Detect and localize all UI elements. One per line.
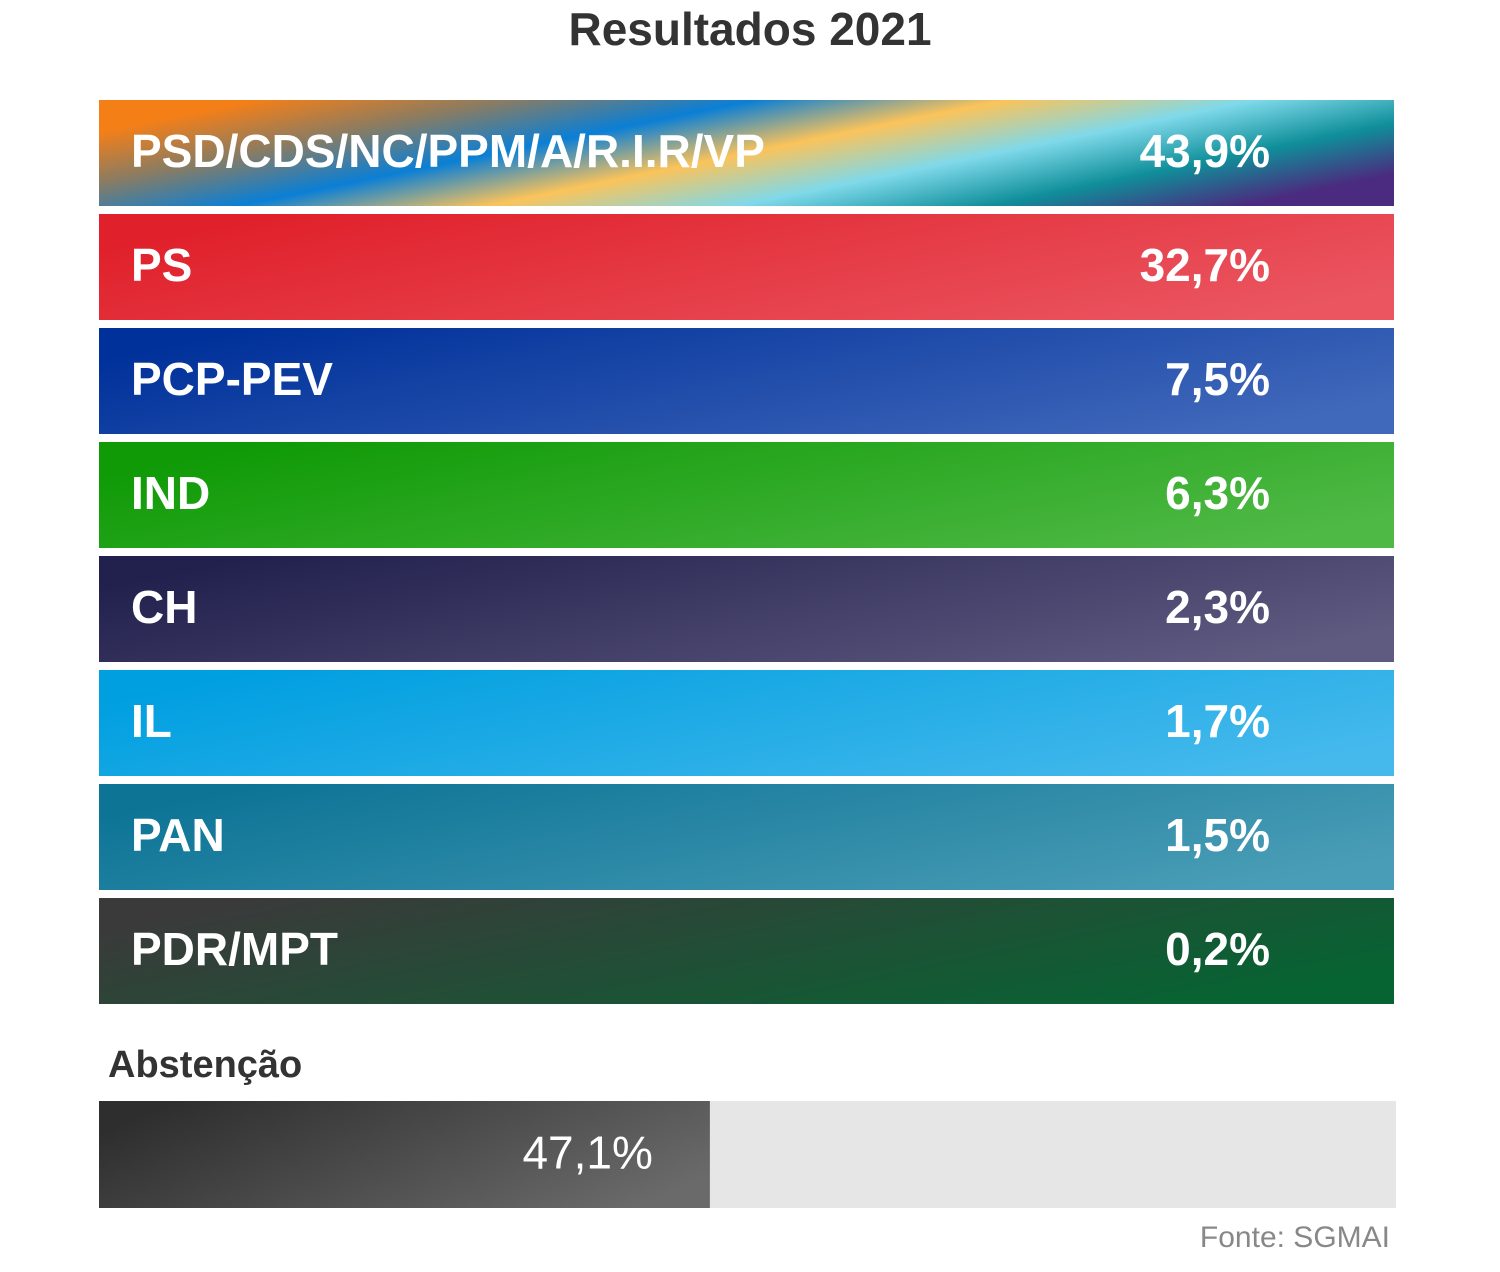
chart-title: Resultados 2021 [568,3,931,55]
party-value: 1,5% [1165,809,1270,861]
party-value: 43,9% [1140,125,1270,177]
party-name: PAN [131,809,225,861]
party-value: 1,7% [1165,695,1270,747]
source: Fonte: SGMAI [1200,1221,1390,1254]
party-value: 0,2% [1165,923,1270,975]
party-value: 2,3% [1165,581,1270,633]
party-row [99,214,1394,320]
party-row [99,898,1394,1004]
party-row [99,784,1394,890]
party-row [99,670,1394,776]
party-value: 6,3% [1165,467,1270,519]
abstention-bar [99,1101,710,1208]
party-name: IND [131,467,210,519]
party-row [99,556,1394,662]
party-name: IL [131,695,172,747]
party-row [99,442,1394,548]
party-name: PS [131,239,192,291]
party-name: CH [131,581,197,633]
party-name: PSD/CDS/NC/PPM/A/R.I.R/VP [131,125,765,177]
party-name: PCP-PEV [131,353,333,405]
party-row [99,328,1394,434]
abstention-label: Abstenção [108,1044,302,1086]
party-value: 32,7% [1140,239,1270,291]
party-value: 7,5% [1165,353,1270,405]
party-row [99,100,1394,206]
abstention-value: 47,1% [522,1127,652,1179]
party-name: PDR/MPT [131,923,338,975]
